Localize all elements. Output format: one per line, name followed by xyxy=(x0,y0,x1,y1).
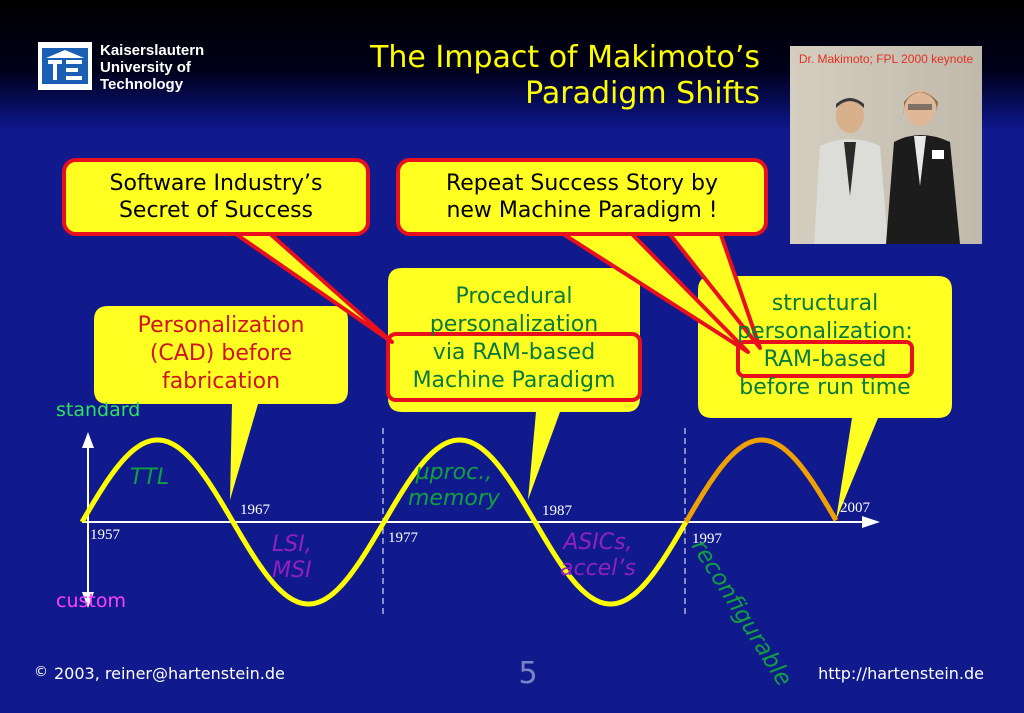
footer-copyright: © 2003, reiner@hartenstein.de xyxy=(34,664,285,683)
slide-title-line: Paradigm Shifts xyxy=(525,76,760,111)
era-uproc-line: memory xyxy=(408,486,500,511)
bubble-structural-text: structural personalization: RAM-based be… xyxy=(698,290,952,402)
time-axis-arrow xyxy=(862,516,880,528)
era-asics: ASICs, accel’s xyxy=(560,530,636,582)
page-number: 5 xyxy=(518,656,538,691)
bubble-procedural-line: Procedural xyxy=(455,284,573,309)
year-label: 1987 xyxy=(542,503,572,519)
era-lsi-line: MSI xyxy=(272,558,312,583)
bubble-procedural-line: personalization xyxy=(429,312,599,337)
era-lsi-msi: LSI, MSI xyxy=(272,532,312,584)
callout-software-text: Software Industry’s Secret of Success xyxy=(64,170,368,224)
slide-title-line: The Impact of Makimoto’s xyxy=(370,40,760,75)
bubble-procedural xyxy=(388,268,640,500)
era-uproc-line: µproc., xyxy=(415,460,493,485)
keynote-photo: Dr. Makimoto; FPL 2000 keynote xyxy=(790,46,982,244)
bubble-personalization-text: Personalization (CAD) before fabrication xyxy=(94,312,348,396)
year-label: 1967 xyxy=(240,502,270,518)
university-name: Kaiserslautern University of Technology xyxy=(100,42,204,93)
year-label: 1997 xyxy=(692,531,722,547)
era-ttl: TTL xyxy=(130,465,170,490)
callout-repeat xyxy=(396,158,768,236)
footer-year: 2003, xyxy=(54,664,100,683)
year-label: 2007 xyxy=(840,500,870,516)
era-lsi-line: LSI, xyxy=(272,532,312,557)
bubble-personalization-line: Personalization xyxy=(137,313,305,338)
bubble-structural xyxy=(698,276,952,520)
footer-email[interactable]: reiner@hartenstein.de xyxy=(104,664,285,683)
callout-repeat-line: Repeat Success Story by xyxy=(445,171,719,196)
year-label: 1957 xyxy=(90,527,120,543)
year-label: 1977 xyxy=(388,530,418,546)
highlight-ram-based xyxy=(736,340,914,378)
axis-label-custom: custom xyxy=(56,590,126,612)
callout-software-line: Secret of Success xyxy=(118,198,314,223)
highlight-ram-machine-paradigm xyxy=(386,332,642,402)
bubble-procedural-line: Machine Paradigm xyxy=(412,368,616,393)
paradigm-wave xyxy=(79,437,689,607)
bubble-structural-line: before run time xyxy=(739,375,911,400)
university-name-line: University of xyxy=(100,59,191,76)
callout-repeat-text: Repeat Success Story by new Machine Para… xyxy=(398,170,766,224)
slide-title: The Impact of Makimoto’s Paradigm Shifts xyxy=(370,40,760,112)
university-logo xyxy=(38,42,92,90)
y-axis-arrow-up xyxy=(82,432,94,448)
axis-label-standard: standard xyxy=(56,399,141,421)
bubble-structural-line: RAM-based xyxy=(763,347,887,372)
university-name-line: Kaiserslautern xyxy=(100,42,205,59)
era-uproc-memory: µproc., memory xyxy=(408,460,500,512)
bubble-structural-line: personalization: xyxy=(737,319,913,344)
photo-caption: Dr. Makimoto; FPL 2000 keynote xyxy=(798,52,974,66)
bubble-personalization-line: (CAD) before xyxy=(149,341,293,366)
callout-software xyxy=(62,158,370,236)
era-asics-line: accel’s xyxy=(560,556,636,581)
paradigm-wave-reconfigurable xyxy=(683,437,839,524)
bubble-procedural-line: via RAM-based xyxy=(432,340,596,365)
callout-repeat-line: new Machine Paradigm ! xyxy=(446,198,718,223)
bubble-structural-line: structural xyxy=(771,291,879,316)
era-asics-line: ASICs, xyxy=(563,530,633,555)
bubble-personalization-line: fabrication xyxy=(161,369,281,394)
y-axis-arrow-down xyxy=(82,592,94,608)
university-name-line: Technology xyxy=(100,76,184,93)
bubble-procedural-text: Procedural personalization via RAM-based… xyxy=(388,283,640,395)
footer-url[interactable]: http://hartenstein.de xyxy=(818,664,984,683)
copyright-icon: © xyxy=(34,664,48,680)
bubble-personalization xyxy=(94,306,348,500)
callout-software-line: Software Industry’s xyxy=(109,171,323,196)
